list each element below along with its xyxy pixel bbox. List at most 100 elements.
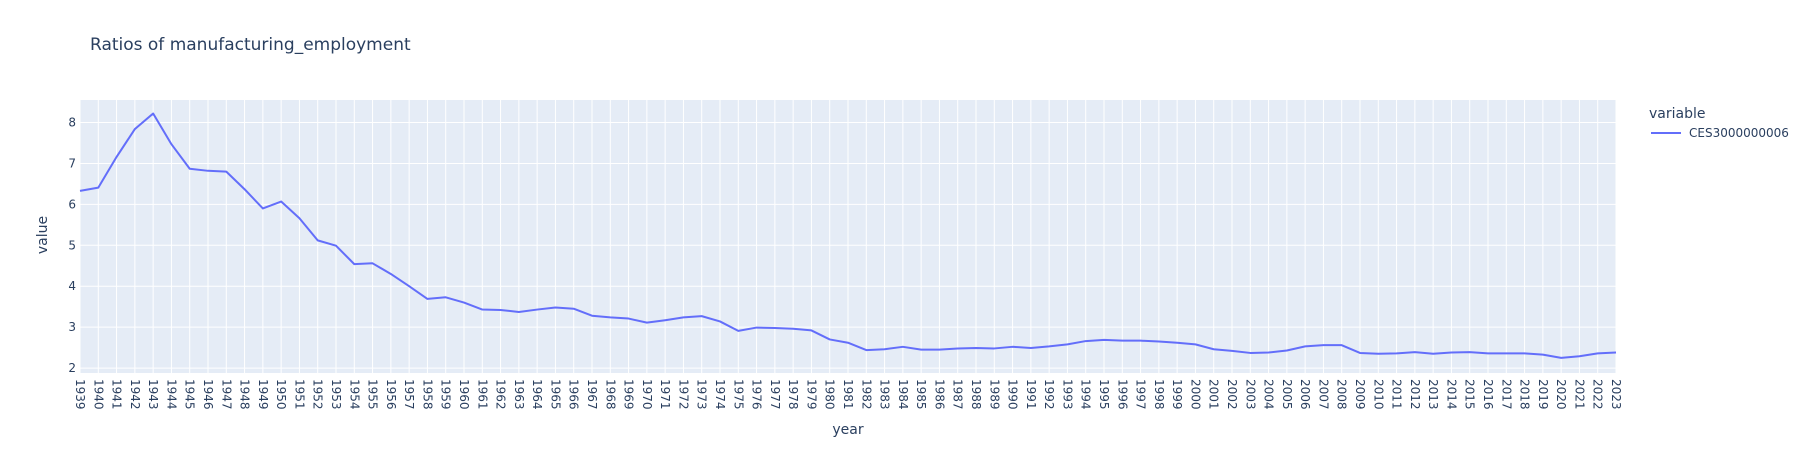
x-tick-label: 1962 — [494, 379, 508, 410]
x-tick-label: 1994 — [1079, 379, 1093, 410]
x-tick-label: 1980 — [823, 379, 837, 410]
x-tick-label: 1995 — [1097, 379, 1111, 410]
x-tick-label: 1999 — [1170, 379, 1184, 410]
chart-title: Ratios of manufacturing_employment — [90, 35, 411, 55]
x-tick-label: 2017 — [1499, 379, 1513, 410]
x-axis-ticks: 1939 1940 1941 1942 1943 1944 1945 1946 1947 1948… — [73, 379, 1623, 410]
x-tick-label: 1998 — [1152, 379, 1166, 410]
x-tick-label: 1953 — [329, 379, 343, 410]
x-tick-label: 2014 — [1444, 379, 1458, 410]
x-tick-label: 2005 — [1280, 379, 1294, 410]
y-tick-label: 2 — [68, 361, 76, 375]
x-tick-label: 1940 — [91, 379, 105, 410]
x-tick-label: 1963 — [512, 379, 526, 410]
x-tick-label: 1969 — [622, 379, 636, 410]
x-tick-label: 1984 — [896, 379, 910, 410]
y-tick-label: 5 — [68, 238, 76, 252]
x-tick-label: 1987 — [951, 379, 965, 410]
x-tick-label: 1956 — [384, 379, 398, 410]
x-tick-label: 1948 — [238, 379, 252, 410]
x-tick-label: 1960 — [457, 379, 471, 410]
x-tick-label: 1989 — [987, 379, 1001, 410]
x-tick-label: 1978 — [786, 379, 800, 410]
x-tick-label: 2006 — [1298, 379, 1312, 410]
x-tick-label: 2016 — [1481, 379, 1495, 410]
series-layer — [79, 112, 1617, 359]
x-tick-label: 2020 — [1554, 379, 1568, 410]
x-tick-label: 2003 — [1243, 379, 1257, 410]
x-tick-label: 2021 — [1572, 379, 1586, 410]
x-tick-label: 1970 — [640, 379, 654, 410]
x-tick-label: 1955 — [366, 379, 380, 410]
x-tick-label: 1942 — [128, 379, 142, 410]
x-tick-label: 2000 — [1188, 379, 1202, 410]
x-tick-label: 1981 — [841, 379, 855, 410]
x-axis-title: year — [832, 422, 863, 438]
x-tick-label: 2004 — [1262, 379, 1276, 410]
x-tick-label: 1966 — [567, 379, 581, 410]
x-tick-label: 1959 — [439, 379, 453, 410]
x-tick-label: 2011 — [1390, 379, 1404, 410]
x-tick-label: 1961 — [475, 379, 489, 410]
x-tick-label: 2013 — [1426, 379, 1440, 410]
x-tick-label: 1945 — [183, 379, 197, 410]
x-tick-label: 1950 — [274, 379, 288, 410]
x-tick-label: 2002 — [1225, 379, 1239, 410]
x-tick-label: 2015 — [1463, 379, 1477, 410]
x-tick-label: 1946 — [201, 379, 215, 410]
x-tick-label: 1952 — [311, 379, 325, 410]
x-tick-label: 1974 — [713, 379, 727, 410]
x-tick-label: 1986 — [932, 379, 946, 410]
x-tick-label: 2009 — [1353, 379, 1367, 410]
x-tick-label: 1967 — [585, 379, 599, 410]
x-tick-label: 1939 — [73, 379, 87, 410]
x-tick-label: 2010 — [1371, 379, 1385, 410]
x-tick-label: 2018 — [1518, 379, 1532, 410]
x-tick-label: 2007 — [1316, 379, 1330, 410]
x-tick-label: 2022 — [1591, 379, 1605, 410]
legend-label: CES3000000006 — [1689, 126, 1789, 140]
x-tick-label: 1996 — [1115, 379, 1129, 410]
x-tick-label: 1991 — [1024, 379, 1038, 410]
x-tick-label: 1979 — [804, 379, 818, 410]
x-tick-label: 2019 — [1536, 379, 1550, 410]
series-line-CES3000000006[interactable] — [79, 112, 1617, 359]
x-tick-label: 1943 — [146, 379, 160, 410]
x-tick-label: 1985 — [914, 379, 928, 410]
x-tick-label: 1992 — [1042, 379, 1056, 410]
legend-title: variable — [1649, 106, 1705, 122]
x-tick-label: 1972 — [676, 379, 690, 410]
x-tick-label: 1971 — [658, 379, 672, 410]
x-tick-label: 2001 — [1207, 379, 1221, 410]
x-tick-label: 1993 — [1060, 379, 1074, 410]
x-tick-label: 2023 — [1609, 379, 1623, 410]
x-tick-label: 1977 — [768, 379, 782, 410]
y-tick-label: 3 — [68, 320, 76, 334]
x-tick-label: 1997 — [1134, 379, 1148, 410]
grid — [79, 100, 1617, 373]
x-tick-label: 1941 — [110, 379, 124, 410]
x-tick-label: 1958 — [420, 379, 434, 410]
legend[interactable]: variable CES3000000006 — [1649, 106, 1789, 140]
x-tick-label: 1975 — [731, 379, 745, 410]
y-tick-label: 6 — [68, 197, 76, 211]
x-tick-label: 1973 — [695, 379, 709, 410]
x-tick-label: 1951 — [292, 379, 306, 410]
x-tick-label: 2008 — [1335, 379, 1349, 410]
x-tick-label: 1982 — [859, 379, 873, 410]
y-tick-label: 4 — [68, 279, 76, 293]
x-tick-label: 1968 — [603, 379, 617, 410]
x-tick-label: 1965 — [548, 379, 562, 410]
y-tick-label: 7 — [68, 156, 76, 170]
x-tick-label: 1944 — [164, 379, 178, 410]
x-tick-label: 1954 — [347, 379, 361, 410]
x-tick-label: 1949 — [256, 379, 270, 410]
x-tick-label: 1947 — [219, 379, 233, 410]
x-tick-label: 1964 — [530, 379, 544, 410]
x-tick-label: 1976 — [750, 379, 764, 410]
x-tick-label: 1990 — [1006, 379, 1020, 410]
y-axis-title: value — [35, 216, 51, 254]
x-tick-label: 1957 — [402, 379, 416, 410]
y-axis-ticks: 2 3 4 5 6 7 8 — [68, 116, 76, 376]
